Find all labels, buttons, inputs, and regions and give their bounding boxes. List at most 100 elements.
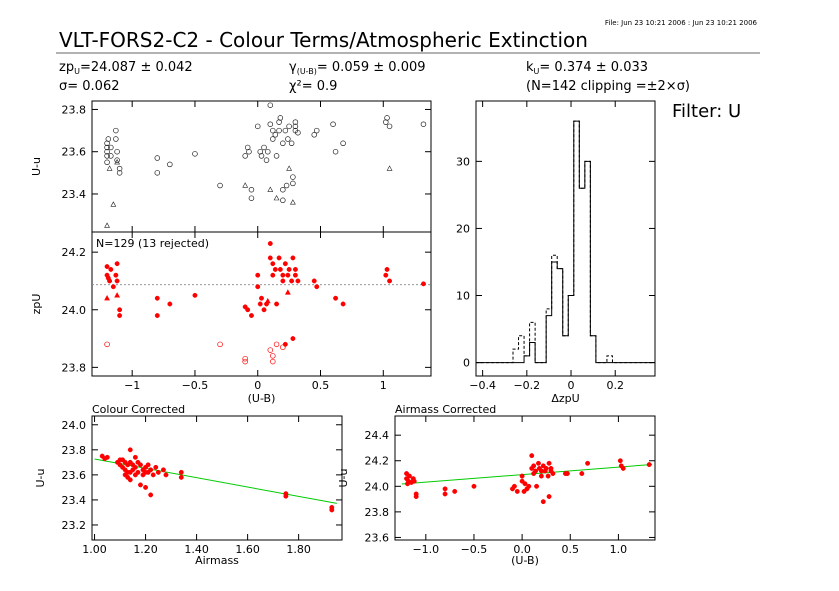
y-tick-label: 23.6 bbox=[62, 146, 87, 159]
data-point-filled bbox=[286, 266, 292, 272]
data-point-filled bbox=[545, 473, 551, 479]
data-point-open bbox=[265, 148, 271, 155]
data-point-open bbox=[258, 153, 265, 159]
data-point-open bbox=[273, 341, 280, 348]
x-tick-label: 1.40 bbox=[184, 543, 209, 556]
y-tick-label: 24.2 bbox=[365, 455, 390, 468]
data-point-filled bbox=[534, 483, 540, 489]
data-point-filled bbox=[413, 494, 419, 499]
data-point-filled bbox=[280, 278, 286, 284]
data-point-triangle bbox=[104, 222, 110, 228]
data-point-open bbox=[292, 119, 299, 125]
data-point-filled bbox=[292, 272, 298, 278]
y-tick-label: 20 bbox=[456, 222, 470, 235]
data-point-filled bbox=[522, 481, 528, 487]
data-point-filled bbox=[311, 278, 317, 284]
data-point-filled bbox=[135, 469, 141, 475]
histogram-all bbox=[476, 120, 655, 364]
data-point-filled bbox=[257, 301, 263, 307]
data-point-open bbox=[283, 182, 290, 189]
x-tick-label: −1 bbox=[124, 379, 140, 392]
data-point-filled bbox=[290, 336, 296, 342]
data-point-triangle bbox=[386, 165, 393, 171]
chi2-text: χ²= 0.9 bbox=[289, 79, 337, 94]
data-point-filled bbox=[114, 278, 120, 284]
data-point-open bbox=[217, 182, 223, 189]
data-point-filled bbox=[132, 464, 138, 470]
data-point-filled bbox=[646, 462, 652, 468]
data-point-filled bbox=[127, 477, 133, 483]
data-point-filled bbox=[114, 261, 120, 267]
data-point-filled bbox=[531, 463, 537, 469]
data-point-filled bbox=[113, 272, 119, 278]
data-point-open bbox=[280, 344, 286, 350]
x-tick-label: −1.0 bbox=[412, 543, 439, 556]
x-tick-label: 1 bbox=[380, 379, 387, 392]
y-tick-label: 23.8 bbox=[62, 103, 87, 116]
panel-colour-corrected: 1.00 1.20 1.40 1.60 1.80 23.2 23.4 23.6 23.8 24.0… bbox=[34, 403, 343, 567]
data-point-filled bbox=[178, 469, 184, 475]
y-axis-label: U-u bbox=[30, 157, 43, 176]
y-tick-label: 24.4 bbox=[365, 429, 390, 442]
data-point-triangle bbox=[114, 292, 121, 298]
gamma-value: = 0.059 ± 0.009 bbox=[317, 60, 426, 75]
data-point-filled bbox=[148, 492, 154, 498]
y-tick-label: 24.0 bbox=[365, 480, 390, 493]
data-point-filled bbox=[333, 295, 339, 301]
data-point-triangle bbox=[286, 165, 293, 171]
data-point-open bbox=[248, 186, 255, 193]
data-point-filled bbox=[411, 478, 417, 484]
data-point-open bbox=[330, 121, 336, 127]
y-tick-label: 23.8 bbox=[62, 444, 87, 457]
data-point-open bbox=[286, 123, 292, 130]
data-point-open bbox=[104, 341, 110, 348]
data-point-filled bbox=[178, 474, 184, 480]
data-point-filled bbox=[117, 307, 123, 313]
data-point-filled bbox=[127, 447, 133, 453]
data-point-open bbox=[270, 136, 276, 142]
data-point-filled bbox=[533, 468, 539, 474]
data-point-filled bbox=[108, 266, 114, 272]
data-point-filled bbox=[154, 313, 160, 318]
page-title: VLT-FORS2-C2 - Colour Terms/Atmospheric … bbox=[59, 28, 588, 52]
data-point-filled bbox=[277, 266, 283, 272]
data-point-filled bbox=[550, 471, 556, 476]
data-point-open bbox=[270, 353, 276, 359]
y-tick-label: 0 bbox=[463, 357, 470, 370]
data-point-open bbox=[167, 161, 173, 168]
x-tick-label: −0.5 bbox=[182, 379, 209, 392]
data-point-open bbox=[246, 148, 252, 155]
data-point-open bbox=[104, 148, 110, 155]
data-point-triangle bbox=[106, 165, 113, 171]
data-point-filled bbox=[143, 484, 149, 490]
y-tick-label: 23.4 bbox=[62, 188, 87, 201]
data-point-open bbox=[113, 127, 119, 134]
panel-annotation: N=129 (13 rejected) bbox=[96, 237, 209, 250]
data-point-open bbox=[114, 148, 120, 155]
data-point-open bbox=[104, 144, 110, 151]
data-point-filled bbox=[255, 284, 261, 290]
fit-line bbox=[401, 463, 653, 485]
data-point-open bbox=[242, 358, 248, 365]
x-tick-label: 0.5 bbox=[312, 379, 330, 392]
x-tick-label: 1.60 bbox=[235, 543, 260, 556]
data-point-filled bbox=[471, 483, 477, 489]
x-tick-label: 1.0 bbox=[610, 543, 628, 556]
data-point-triangle bbox=[289, 199, 296, 205]
data-point-open bbox=[104, 159, 110, 166]
data-point-open bbox=[292, 123, 299, 130]
data-point-filled bbox=[117, 313, 123, 318]
data-point-filled bbox=[255, 272, 261, 278]
y-axis-label: U-u bbox=[34, 469, 47, 488]
data-point-filled bbox=[138, 482, 143, 488]
zp-label: zp bbox=[59, 60, 74, 75]
panel-uu-vs-ub: 23.4 23.6 23.8 U-u bbox=[30, 100, 432, 233]
data-point-open bbox=[280, 186, 286, 193]
data-point-filled bbox=[585, 460, 591, 466]
x-tick-label: 0.0 bbox=[513, 543, 531, 556]
data-point-triangle bbox=[273, 194, 280, 201]
data-point-filled bbox=[267, 241, 273, 246]
data-point-open bbox=[104, 153, 110, 159]
k-text: kU= 0.374 ± 0.033 bbox=[526, 60, 648, 76]
x-tick-label: −0.2 bbox=[513, 379, 540, 392]
